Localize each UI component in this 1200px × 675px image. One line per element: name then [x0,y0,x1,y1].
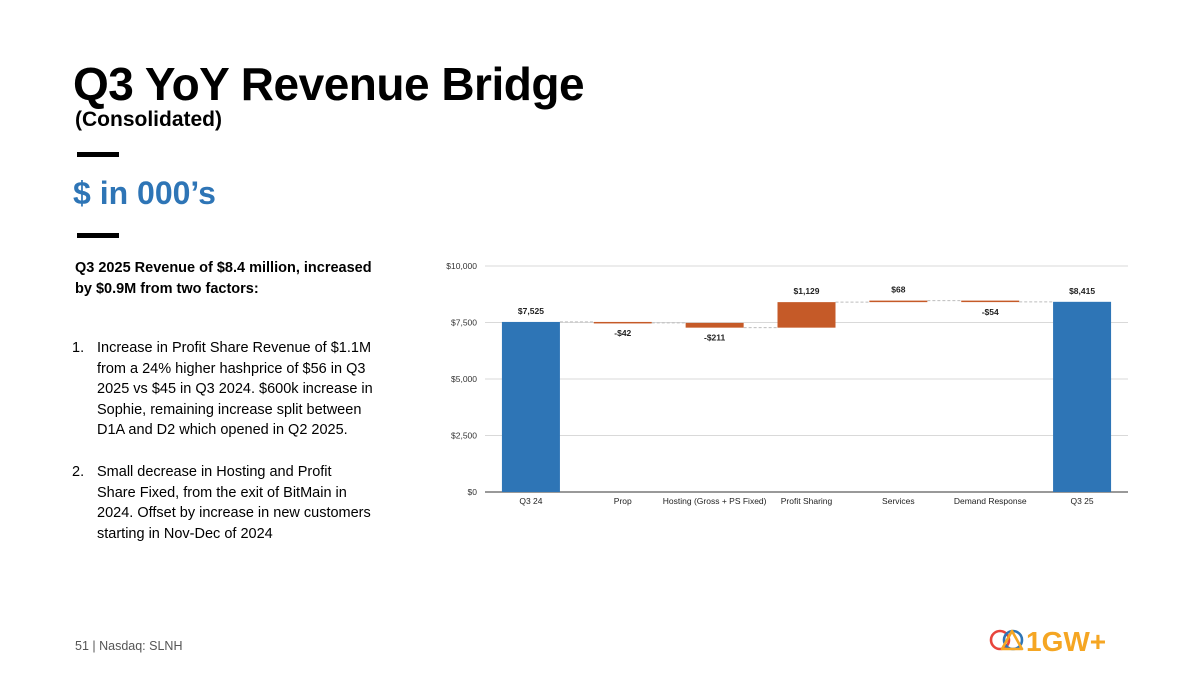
chart-bar [961,300,1020,303]
data-label: $8,415 [1069,286,1095,296]
data-label: $7,525 [518,306,544,316]
factor-text: Increase in Profit Share Revenue of $1.1… [97,340,373,439]
y-tick-label: $2,500 [451,431,477,441]
factor-text: Small decrease in Hosting and Profit Sha… [97,463,371,542]
factor-item: 2. Small decrease in Hosting and Profit … [72,462,374,544]
x-tick-label: Services [882,496,915,506]
chart-bar [593,321,652,324]
y-tick-label: $7,500 [451,318,477,328]
company-logo: 1GW+ [989,626,1106,657]
factor-item: 1. Increase in Profit Share Revenue of $… [72,338,374,441]
x-tick-label: Demand Response [954,496,1027,506]
x-tick-label: Prop [614,496,632,506]
logo-wordmark: 1GW+ [1026,626,1106,657]
units-label: $ in 000’s [73,175,216,211]
y-tick-label: $10,000 [446,261,477,271]
data-label: -$42 [614,328,631,338]
page-subtitle: (Consolidated) [75,108,222,131]
x-tick-label: Hosting (Gross + PS Fixed) [663,496,767,506]
data-label: -$54 [982,307,999,317]
y-tick-label: $0 [468,487,478,497]
data-label: -$211 [704,333,726,343]
divider-bottom [77,233,119,238]
chart-bar [869,300,928,303]
summary-lead: Q3 2025 Revenue of $8.4 million, increas… [75,260,372,297]
chart-bar [501,321,560,492]
page-title: Q3 YoY Revenue Bridge [73,58,585,110]
factors-list: 1. Increase in Profit Share Revenue of $… [72,338,374,565]
footer-text: 51 | Nasdaq: SLNH [75,639,183,653]
y-tick-label: $5,000 [451,374,477,384]
revenue-bridge-chart: $0 $2,500 $5,000 $7,500 $10,000 $7,525 Q3 24 -$… [446,261,1128,506]
logo-mark-icon [989,629,1024,651]
chart-bar [685,322,744,328]
factor-number: 2. [72,463,85,480]
divider-top [77,152,119,157]
data-label: $1,129 [794,286,820,296]
x-tick-label: Q3 24 [519,496,542,506]
x-tick-label: Profit Sharing [781,496,833,506]
x-tick-label: Q3 25 [1070,496,1093,506]
chart-bar [1053,301,1112,492]
factor-number: 1. [72,340,85,356]
chart-bar [777,302,836,328]
data-label: $68 [891,285,905,295]
